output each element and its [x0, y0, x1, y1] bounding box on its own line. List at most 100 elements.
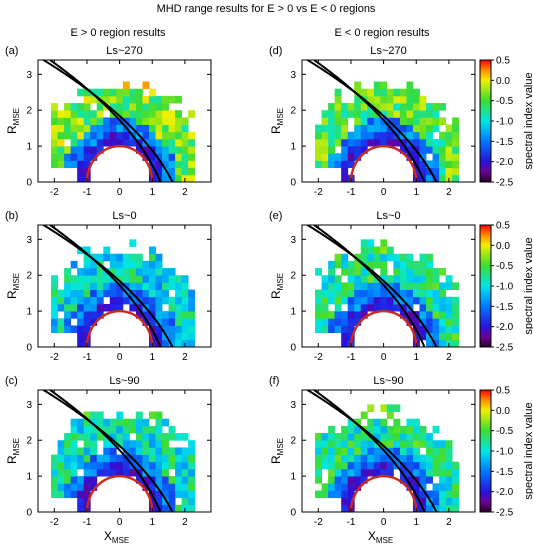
- heatmap-cell: [334, 103, 342, 111]
- colorbar-swatch: [480, 509, 491, 513]
- panel-letter: (f): [269, 375, 279, 387]
- heatmap-cell: [142, 318, 150, 326]
- heatmap-cell: [328, 318, 336, 326]
- heatmap-cell: [83, 311, 91, 319]
- heatmap-cell: [70, 483, 78, 491]
- heatmap-cell: [116, 131, 124, 140]
- heatmap-cell: [51, 117, 58, 125]
- heatmap-cell: [142, 447, 150, 455]
- y-tick-label: 3: [26, 70, 32, 81]
- heatmap-cell: [181, 433, 189, 441]
- heatmap-cell: [321, 318, 329, 326]
- heatmap-cell: [188, 339, 196, 347]
- colorbar-swatch: [480, 288, 491, 291]
- heatmap-cell: [148, 253, 156, 262]
- heatmap-cell: [406, 447, 414, 455]
- heatmap-cell: [360, 253, 368, 262]
- heatmap-cell: [334, 440, 342, 448]
- heatmap-cell: [142, 275, 150, 283]
- heatmap-cell: [439, 454, 447, 463]
- heatmap-cell: [452, 282, 460, 290]
- heatmap-cell: [341, 268, 349, 276]
- heatmap-cell: [51, 160, 58, 169]
- heatmap-cell: [103, 95, 111, 104]
- heatmap-cell: [122, 296, 130, 305]
- heatmap-cell: [334, 311, 342, 319]
- heatmap-cell: [426, 325, 433, 334]
- heatmap-cell: [399, 476, 407, 484]
- heatmap-cell: [90, 433, 98, 441]
- colorbar-swatch: [480, 257, 491, 261]
- heatmap-cell: [148, 303, 156, 312]
- heatmap-cell: [64, 447, 72, 455]
- x-tick-label: -2: [50, 517, 59, 528]
- heatmap-cell: [116, 268, 124, 276]
- heatmap-cell: [51, 461, 58, 470]
- heatmap-cell: [386, 131, 394, 140]
- heatmap-cell: [175, 146, 183, 154]
- heatmap-cell: [116, 411, 124, 420]
- heatmap-cell: [399, 103, 407, 111]
- heatmap-cell: [142, 433, 150, 441]
- figure-title: MHD range results for E > 0 vs E < 0 reg…: [157, 3, 376, 15]
- colorbar-swatch: [480, 66, 491, 69]
- heatmap-cell: [321, 275, 329, 283]
- heatmap-cell: [175, 289, 183, 298]
- heatmap-cell: [315, 296, 322, 305]
- heatmap-cell: [360, 110, 368, 118]
- heatmap-cell: [432, 174, 440, 182]
- heatmap-cell: [109, 103, 117, 111]
- heatmap-cell: [70, 418, 78, 427]
- heatmap-cell: [347, 110, 355, 118]
- heatmap-cell: [328, 483, 336, 491]
- heatmap-cell: [83, 332, 91, 341]
- heatmap-cell: [341, 167, 349, 176]
- heatmap-cell: [445, 440, 453, 448]
- heatmap-cell: [116, 275, 124, 283]
- heatmap-cell: [321, 296, 329, 305]
- heatmap-cell: [188, 476, 196, 484]
- heatmap-cell: [373, 289, 381, 298]
- colorbar-tick-label: 0.0: [496, 241, 510, 252]
- heatmap-cell: [181, 131, 189, 140]
- colorbar-swatch: [480, 457, 491, 460]
- heatmap-cell: [341, 253, 349, 262]
- heatmap-cell: [406, 88, 414, 97]
- heatmap-cell: [155, 318, 163, 326]
- heatmap-cell: [57, 468, 65, 477]
- colorbar-swatch: [480, 243, 491, 246]
- heatmap-cell: [452, 138, 460, 147]
- heatmap-cell: [426, 275, 433, 283]
- heatmap-cell: [175, 275, 183, 283]
- heatmap-cell: [162, 339, 169, 347]
- heatmap-cell: [162, 103, 169, 111]
- heatmap-cell: [116, 461, 124, 470]
- panel-title: Ls~0: [112, 210, 136, 222]
- heatmap-cell: [347, 289, 355, 298]
- heatmap-cell: [155, 138, 163, 147]
- colorbar-swatch: [480, 491, 491, 495]
- heatmap-cell: [155, 289, 163, 298]
- heatmap-cell: [426, 440, 433, 448]
- heatmap-cell: [96, 138, 104, 147]
- heatmap-cell: [373, 260, 381, 269]
- heatmap-cell: [347, 454, 355, 463]
- colorbar-swatch: [480, 255, 491, 259]
- heatmap-cell: [90, 253, 98, 262]
- heatmap-cell: [96, 311, 104, 319]
- heatmap-cell: [168, 425, 176, 434]
- heatmap-cell: [181, 303, 189, 312]
- heatmap-cell: [168, 447, 176, 455]
- heatmap-cell: [426, 476, 433, 484]
- heatmap-cell: [129, 440, 137, 448]
- heatmap-cell: [406, 418, 414, 427]
- heatmap-cell: [148, 153, 156, 161]
- panel-title: Ls~270: [106, 45, 142, 57]
- heatmap-cell: [83, 425, 91, 434]
- heatmap-cell: [96, 303, 104, 312]
- y-tick-label: 0: [290, 508, 296, 519]
- heatmap-cell: [103, 425, 111, 434]
- heatmap-cell: [334, 468, 342, 477]
- heatmap-cell: [412, 483, 420, 491]
- heatmap-cell: [103, 253, 111, 262]
